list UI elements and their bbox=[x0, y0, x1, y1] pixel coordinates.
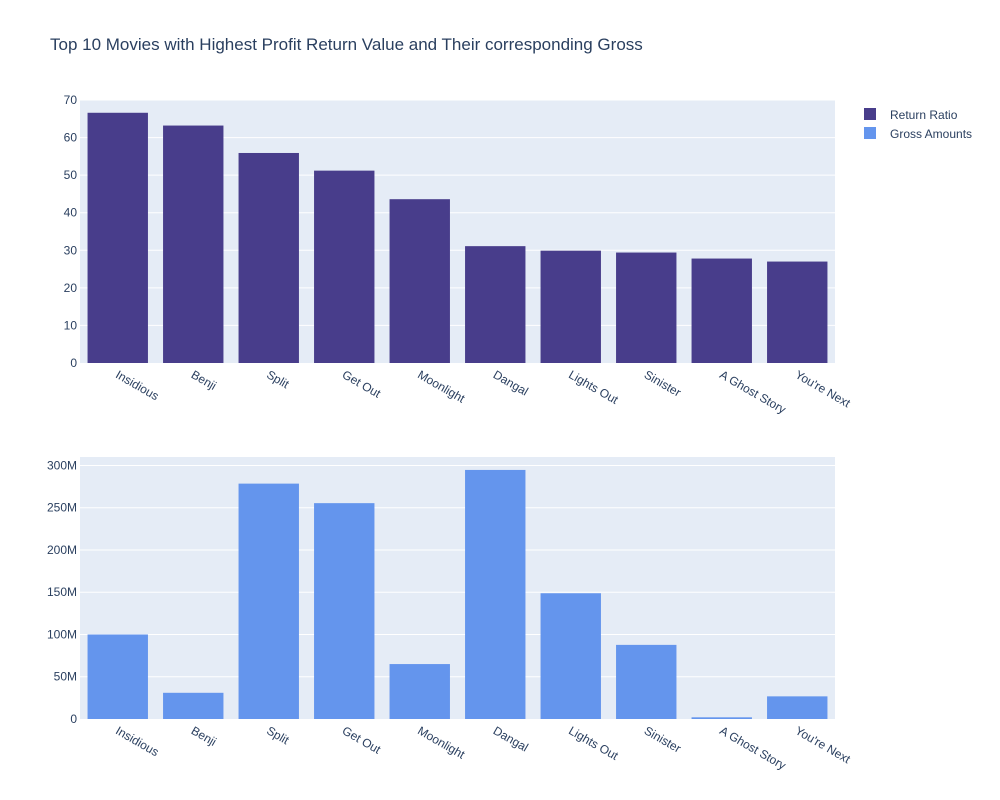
x-tick-label: Split bbox=[264, 723, 292, 747]
x-tick-label: Get Out bbox=[340, 723, 384, 756]
x-tick-label: Lights Out bbox=[566, 723, 621, 763]
legend-swatch-gross-amounts bbox=[864, 127, 876, 139]
bar-get-out[interactable] bbox=[314, 170, 375, 363]
bar-you-re-next[interactable] bbox=[767, 261, 828, 363]
bar-dangal[interactable] bbox=[465, 469, 526, 719]
y-tick-label: 40 bbox=[64, 206, 78, 220]
x-tick-label: Get Out bbox=[340, 367, 384, 400]
x-tick-label: Moonlight bbox=[415, 367, 468, 405]
bar-sinister[interactable] bbox=[616, 252, 677, 363]
x-tick-label: You're Next bbox=[793, 367, 854, 410]
bar-moonlight[interactable] bbox=[389, 664, 450, 719]
bar-split[interactable] bbox=[238, 152, 299, 363]
bar-benji[interactable] bbox=[163, 125, 224, 363]
plot-area bbox=[80, 457, 835, 719]
y-tick-label: 200M bbox=[47, 543, 77, 557]
bar-get-out[interactable] bbox=[314, 503, 375, 719]
legend-label-gross-amounts: Gross Amounts bbox=[890, 127, 972, 141]
x-tick-label: Insidious bbox=[113, 723, 161, 759]
y-tick-label: 30 bbox=[64, 243, 78, 257]
y-tick-label: 0 bbox=[70, 356, 77, 370]
x-tick-label: Dangal bbox=[491, 723, 531, 754]
y-tick-label: 50 bbox=[64, 168, 78, 182]
y-tick-label: 50M bbox=[54, 670, 77, 684]
chart-title: Top 10 Movies with Highest Profit Return… bbox=[50, 35, 643, 54]
bar-dangal[interactable] bbox=[465, 246, 526, 363]
x-tick-label: Sinister bbox=[642, 723, 684, 755]
bar-benji[interactable] bbox=[163, 692, 224, 719]
y-tick-label: 300M bbox=[47, 458, 77, 472]
chart-panel-return-ratio: 0 10 20 30 40 50 60 70 Insidious Benji Split Get Ou… bbox=[64, 93, 854, 417]
x-tick-label: Moonlight bbox=[415, 723, 468, 761]
y-tick-label: 0 bbox=[70, 712, 77, 726]
y-tick-label: 20 bbox=[64, 281, 78, 295]
x-tick-label: Dangal bbox=[491, 367, 531, 398]
x-tick-label: A Ghost Story bbox=[717, 367, 788, 416]
bar-insidious[interactable] bbox=[87, 112, 148, 363]
bar-a-ghost-story[interactable] bbox=[691, 717, 752, 719]
legend[interactable]: Return Ratio Gross Amounts bbox=[864, 108, 972, 141]
legend-swatch-return-ratio bbox=[864, 108, 876, 120]
legend-label-return-ratio: Return Ratio bbox=[890, 108, 958, 122]
y-tick-label: 150M bbox=[47, 585, 77, 599]
bar-lights-out[interactable] bbox=[540, 593, 601, 719]
bar-moonlight[interactable] bbox=[389, 199, 450, 363]
x-tick-label: A Ghost Story bbox=[717, 723, 788, 772]
y-tick-label: 70 bbox=[64, 93, 78, 107]
bar-lights-out[interactable] bbox=[540, 250, 601, 363]
legend-item-gross-amounts[interactable]: Gross Amounts bbox=[864, 127, 972, 141]
bar-sinister[interactable] bbox=[616, 644, 677, 719]
legend-item-return-ratio[interactable]: Return Ratio bbox=[864, 108, 958, 122]
x-tick-label: Sinister bbox=[642, 367, 684, 399]
bar-a-ghost-story[interactable] bbox=[691, 258, 752, 363]
bar-insidious[interactable] bbox=[87, 634, 148, 719]
x-tick-label: Insidious bbox=[113, 367, 161, 403]
y-tick-label: 60 bbox=[64, 131, 78, 145]
x-tick-label: Split bbox=[264, 367, 292, 391]
y-tick-label: 10 bbox=[64, 318, 78, 332]
y-tick-label: 100M bbox=[47, 627, 77, 641]
x-tick-label: Benji bbox=[189, 723, 219, 748]
x-tick-label: You're Next bbox=[793, 723, 854, 766]
x-tick-label: Lights Out bbox=[566, 367, 621, 407]
bar-you-re-next[interactable] bbox=[767, 696, 828, 719]
chart-panel-gross-amounts: 0 50M 100M 150M 200M 250M 300M Insidious Benji Sp… bbox=[47, 457, 853, 773]
x-tick-label: Benji bbox=[189, 367, 219, 392]
bar-split[interactable] bbox=[238, 483, 299, 719]
y-tick-label: 250M bbox=[47, 501, 77, 515]
